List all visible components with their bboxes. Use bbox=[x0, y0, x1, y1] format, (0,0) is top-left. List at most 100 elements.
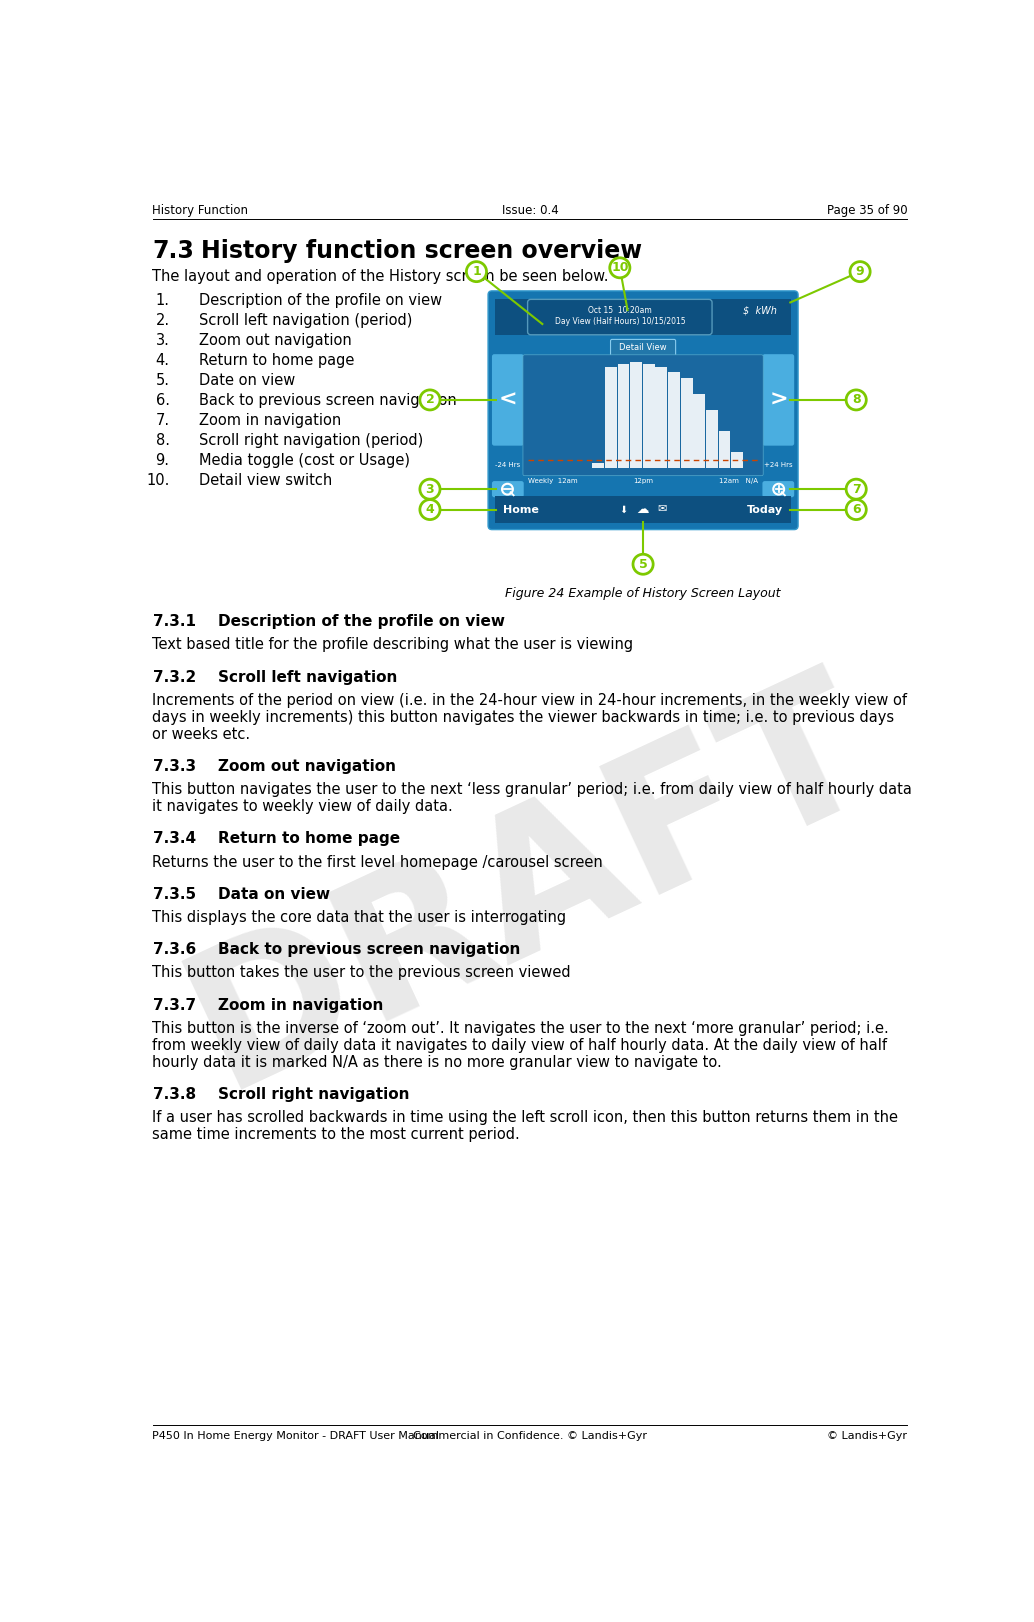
Circle shape bbox=[846, 389, 866, 410]
Text: This button takes the user to the previous screen viewed: This button takes the user to the previo… bbox=[152, 965, 571, 980]
Text: Today: Today bbox=[747, 504, 783, 514]
Text: 1.: 1. bbox=[155, 294, 170, 308]
Text: 7.3.6: 7.3.6 bbox=[152, 942, 195, 957]
Text: it navigates to weekly view of daily data.: it navigates to weekly view of daily dat… bbox=[152, 800, 453, 814]
Text: 5.: 5. bbox=[155, 373, 170, 388]
Text: Detail view switch: Detail view switch bbox=[199, 474, 332, 488]
Text: 4.: 4. bbox=[155, 354, 170, 368]
Text: ✉: ✉ bbox=[658, 504, 667, 514]
Circle shape bbox=[846, 500, 866, 519]
Text: Figure 24 Example of History Screen Layout: Figure 24 Example of History Screen Layo… bbox=[506, 587, 781, 600]
FancyBboxPatch shape bbox=[523, 355, 763, 475]
Text: <: < bbox=[498, 389, 517, 410]
Bar bbox=[495, 496, 791, 522]
Text: Scroll right navigation (period): Scroll right navigation (period) bbox=[199, 433, 423, 448]
Circle shape bbox=[466, 261, 487, 282]
Bar bbox=[656, 367, 667, 469]
Text: 7.3.1: 7.3.1 bbox=[152, 615, 195, 629]
Text: 7.3.8: 7.3.8 bbox=[152, 1087, 195, 1101]
Text: 12pm: 12pm bbox=[633, 478, 653, 483]
Text: Day View (Half Hours) 10/15/2015: Day View (Half Hours) 10/15/2015 bbox=[554, 318, 686, 326]
Text: ☁: ☁ bbox=[637, 503, 649, 516]
Text: History Function: History Function bbox=[152, 203, 248, 217]
Text: Page 35 of 90: Page 35 of 90 bbox=[827, 203, 908, 217]
Text: 6: 6 bbox=[852, 503, 860, 516]
Bar bbox=[719, 431, 730, 469]
Bar bbox=[643, 363, 655, 469]
Text: This button is the inverse of ‘zoom out’. It navigates the user to the next ‘mor: This button is the inverse of ‘zoom out’… bbox=[152, 1020, 889, 1036]
Text: 9: 9 bbox=[856, 264, 864, 277]
Text: History function screen overview: History function screen overview bbox=[201, 240, 642, 263]
Bar bbox=[731, 453, 743, 469]
Text: Home: Home bbox=[504, 504, 540, 514]
Text: 9.: 9. bbox=[155, 454, 170, 469]
Text: 10: 10 bbox=[611, 261, 629, 274]
Bar bbox=[617, 363, 630, 469]
FancyBboxPatch shape bbox=[610, 339, 675, 357]
Circle shape bbox=[633, 555, 653, 574]
Bar bbox=[668, 373, 680, 469]
Text: Zoom out navigation: Zoom out navigation bbox=[199, 333, 352, 349]
Bar bbox=[495, 300, 791, 334]
Text: or weeks etc.: or weeks etc. bbox=[152, 727, 250, 741]
Text: Detail View: Detail View bbox=[619, 344, 667, 352]
Text: 7.3: 7.3 bbox=[152, 240, 194, 263]
FancyBboxPatch shape bbox=[492, 354, 524, 446]
Circle shape bbox=[850, 261, 871, 282]
Text: 7.3.2: 7.3.2 bbox=[152, 670, 195, 684]
Bar bbox=[630, 362, 642, 469]
Text: Data on view: Data on view bbox=[218, 887, 331, 902]
Text: Back to previous screen navigation: Back to previous screen navigation bbox=[199, 393, 457, 409]
Text: © Landis+Gyr: © Landis+Gyr bbox=[827, 1431, 908, 1440]
Text: from weekly view of daily data it navigates to daily view of half hourly data. A: from weekly view of daily data it naviga… bbox=[152, 1038, 887, 1053]
FancyBboxPatch shape bbox=[492, 482, 524, 498]
Text: Media toggle (cost or Usage): Media toggle (cost or Usage) bbox=[199, 454, 410, 469]
Text: Returns the user to the first level homepage /carousel screen: Returns the user to the first level home… bbox=[152, 855, 603, 869]
Text: This button navigates the user to the next ‘less granular’ period; i.e. from dai: This button navigates the user to the ne… bbox=[152, 782, 912, 796]
Text: The layout and operation of the History screen be seen below.: The layout and operation of the History … bbox=[152, 269, 609, 284]
Text: P450 In Home Energy Monitor - DRAFT User Manual: P450 In Home Energy Monitor - DRAFT User… bbox=[152, 1431, 439, 1440]
Bar bbox=[680, 378, 693, 469]
Text: Scroll right navigation: Scroll right navigation bbox=[218, 1087, 409, 1101]
FancyBboxPatch shape bbox=[527, 300, 712, 334]
Bar bbox=[694, 394, 705, 469]
Text: Scroll left navigation: Scroll left navigation bbox=[218, 670, 398, 684]
Circle shape bbox=[420, 500, 440, 519]
Text: 7.: 7. bbox=[155, 414, 170, 428]
Text: Oct 15  10:20am: Oct 15 10:20am bbox=[588, 305, 651, 315]
Text: days in weekly increments) this button navigates the viewer backwards in time; i: days in weekly increments) this button n… bbox=[152, 710, 894, 725]
Text: 5: 5 bbox=[639, 558, 647, 571]
Text: 2.: 2. bbox=[155, 313, 170, 328]
Text: 4: 4 bbox=[426, 503, 434, 516]
Text: 12am   N/A: 12am N/A bbox=[719, 478, 758, 483]
Text: 6.: 6. bbox=[155, 393, 170, 409]
Text: Text based title for the profile describing what the user is viewing: Text based title for the profile describ… bbox=[152, 637, 634, 652]
Bar bbox=[592, 462, 604, 469]
Text: 7.3.3: 7.3.3 bbox=[152, 759, 195, 774]
Text: Date on view: Date on view bbox=[199, 373, 296, 388]
Text: +24 Hrs: +24 Hrs bbox=[764, 462, 793, 469]
Text: Zoom in navigation: Zoom in navigation bbox=[199, 414, 341, 428]
Text: Return to home page: Return to home page bbox=[199, 354, 355, 368]
Bar bbox=[706, 409, 718, 469]
Text: >: > bbox=[769, 389, 788, 410]
Text: Weekly  12am: Weekly 12am bbox=[528, 478, 578, 483]
Circle shape bbox=[610, 258, 630, 277]
Text: -24 Hrs: -24 Hrs bbox=[495, 462, 520, 469]
FancyBboxPatch shape bbox=[762, 354, 794, 446]
Text: 8: 8 bbox=[852, 394, 860, 407]
Text: If a user has scrolled backwards in time using the left scroll icon, then this b: If a user has scrolled backwards in time… bbox=[152, 1109, 899, 1126]
Text: Issue: 0.4: Issue: 0.4 bbox=[501, 203, 558, 217]
Bar bbox=[605, 367, 617, 469]
Text: 1: 1 bbox=[473, 264, 481, 277]
Text: 7.3.5: 7.3.5 bbox=[152, 887, 195, 902]
Text: Increments of the period on view (i.e. in the 24-hour view in 24-hour increments: Increments of the period on view (i.e. i… bbox=[152, 693, 908, 707]
Text: 3: 3 bbox=[426, 483, 434, 496]
Text: Zoom in navigation: Zoom in navigation bbox=[218, 998, 384, 1012]
Text: Zoom out navigation: Zoom out navigation bbox=[218, 759, 396, 774]
Text: Commercial in Confidence. © Landis+Gyr: Commercial in Confidence. © Landis+Gyr bbox=[413, 1431, 647, 1440]
Text: ⬇: ⬇ bbox=[619, 504, 628, 514]
Text: 7.3.4: 7.3.4 bbox=[152, 832, 195, 847]
Text: same time increments to the most current period.: same time increments to the most current… bbox=[152, 1127, 520, 1142]
Text: 3.: 3. bbox=[156, 333, 170, 349]
